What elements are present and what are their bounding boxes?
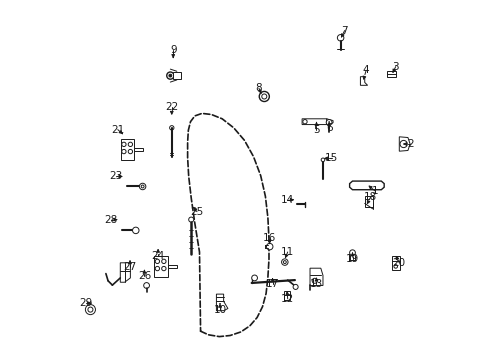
Circle shape bbox=[143, 283, 149, 288]
Circle shape bbox=[399, 140, 407, 148]
Text: 2: 2 bbox=[406, 139, 412, 149]
Bar bbox=[153, 256, 168, 277]
Text: 25: 25 bbox=[190, 207, 203, 217]
Circle shape bbox=[139, 183, 145, 190]
Text: 26: 26 bbox=[138, 271, 151, 282]
Circle shape bbox=[261, 94, 266, 99]
Circle shape bbox=[128, 149, 132, 154]
Bar bbox=[172, 72, 181, 79]
Circle shape bbox=[162, 266, 166, 271]
Text: 21: 21 bbox=[111, 125, 124, 135]
Text: 13: 13 bbox=[309, 279, 323, 289]
Circle shape bbox=[141, 185, 144, 188]
Text: 16: 16 bbox=[263, 233, 276, 243]
Polygon shape bbox=[168, 265, 177, 268]
Circle shape bbox=[311, 278, 317, 283]
Text: 17: 17 bbox=[265, 279, 279, 289]
Circle shape bbox=[155, 259, 159, 264]
Text: 10: 10 bbox=[213, 305, 226, 315]
Circle shape bbox=[168, 74, 171, 77]
Text: 3: 3 bbox=[391, 62, 398, 72]
Circle shape bbox=[337, 35, 343, 41]
Text: 20: 20 bbox=[392, 258, 405, 268]
Circle shape bbox=[251, 275, 257, 281]
Text: 5: 5 bbox=[312, 125, 319, 135]
Polygon shape bbox=[309, 268, 322, 285]
Text: 9: 9 bbox=[169, 45, 176, 55]
Circle shape bbox=[325, 120, 331, 125]
Text: 18: 18 bbox=[363, 192, 376, 202]
Text: 6: 6 bbox=[325, 123, 332, 133]
Circle shape bbox=[169, 126, 174, 130]
Circle shape bbox=[266, 243, 272, 250]
Polygon shape bbox=[326, 119, 332, 125]
Circle shape bbox=[259, 91, 269, 102]
Circle shape bbox=[302, 120, 306, 124]
Circle shape bbox=[188, 217, 193, 222]
Circle shape bbox=[393, 265, 397, 268]
Text: 23: 23 bbox=[109, 171, 122, 181]
Circle shape bbox=[128, 142, 132, 147]
Text: 28: 28 bbox=[104, 215, 117, 225]
Text: 8: 8 bbox=[255, 83, 262, 93]
Circle shape bbox=[281, 259, 287, 265]
Text: 12: 12 bbox=[281, 294, 294, 304]
Polygon shape bbox=[216, 294, 227, 311]
Text: 24: 24 bbox=[151, 251, 164, 261]
Polygon shape bbox=[399, 137, 409, 151]
Text: 19: 19 bbox=[345, 254, 358, 264]
Text: 29: 29 bbox=[80, 298, 93, 308]
Text: 4: 4 bbox=[362, 65, 369, 75]
Polygon shape bbox=[349, 181, 384, 190]
Text: 22: 22 bbox=[165, 102, 178, 112]
Bar bbox=[364, 196, 372, 207]
Circle shape bbox=[85, 305, 95, 315]
Polygon shape bbox=[134, 148, 142, 151]
Circle shape bbox=[162, 259, 166, 264]
Polygon shape bbox=[360, 77, 367, 85]
Text: 27: 27 bbox=[123, 262, 136, 272]
Circle shape bbox=[349, 250, 355, 256]
Text: 1: 1 bbox=[371, 186, 377, 196]
Text: 7: 7 bbox=[341, 26, 347, 36]
Circle shape bbox=[166, 72, 174, 79]
Text: 11: 11 bbox=[281, 247, 294, 257]
Circle shape bbox=[88, 307, 93, 312]
Circle shape bbox=[292, 284, 298, 289]
Circle shape bbox=[321, 158, 324, 162]
Circle shape bbox=[122, 149, 126, 154]
Circle shape bbox=[122, 142, 126, 147]
Text: 15: 15 bbox=[325, 153, 338, 163]
Polygon shape bbox=[302, 119, 330, 125]
Polygon shape bbox=[120, 263, 130, 282]
Circle shape bbox=[155, 266, 159, 271]
Circle shape bbox=[283, 261, 285, 264]
Text: 14: 14 bbox=[280, 195, 293, 205]
Bar bbox=[391, 256, 399, 270]
Bar bbox=[386, 71, 395, 77]
Bar bbox=[121, 139, 134, 160]
Bar bbox=[283, 291, 289, 300]
Circle shape bbox=[132, 227, 139, 234]
